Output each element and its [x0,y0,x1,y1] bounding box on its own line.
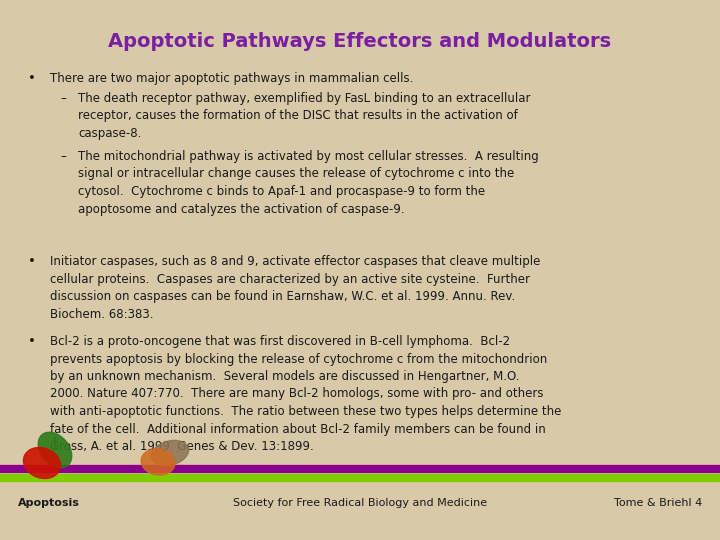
Ellipse shape [141,449,175,475]
Text: Society for Free Radical Biology and Medicine: Society for Free Radical Biology and Med… [233,498,487,508]
Text: –: – [60,92,66,105]
Text: Apoptosis: Apoptosis [18,498,80,508]
Text: The mitochondrial pathway is activated by most cellular stresses.  A resulting
s: The mitochondrial pathway is activated b… [78,150,539,215]
Text: Bcl-2 is a proto-oncogene that was first discovered in B-cell lymphoma.  Bcl-2
p: Bcl-2 is a proto-oncogene that was first… [50,335,562,453]
Text: Apoptotic Pathways Effectors and Modulators: Apoptotic Pathways Effectors and Modulat… [109,32,611,51]
Text: –: – [60,150,66,163]
Ellipse shape [151,441,189,465]
Ellipse shape [24,448,60,478]
Text: There are two major apoptotic pathways in mammalian cells.: There are two major apoptotic pathways i… [50,72,413,85]
Text: Initiator caspases, such as 8 and 9, activate effector caspases that cleave mult: Initiator caspases, such as 8 and 9, act… [50,255,541,321]
Text: Tome & Briehl 4: Tome & Briehl 4 [613,498,702,508]
Text: •: • [28,335,36,348]
Text: •: • [28,255,36,268]
Text: The death receptor pathway, exemplified by FasL binding to an extracellular
rece: The death receptor pathway, exemplified … [78,92,531,140]
Text: •: • [28,72,36,85]
Ellipse shape [38,432,72,468]
